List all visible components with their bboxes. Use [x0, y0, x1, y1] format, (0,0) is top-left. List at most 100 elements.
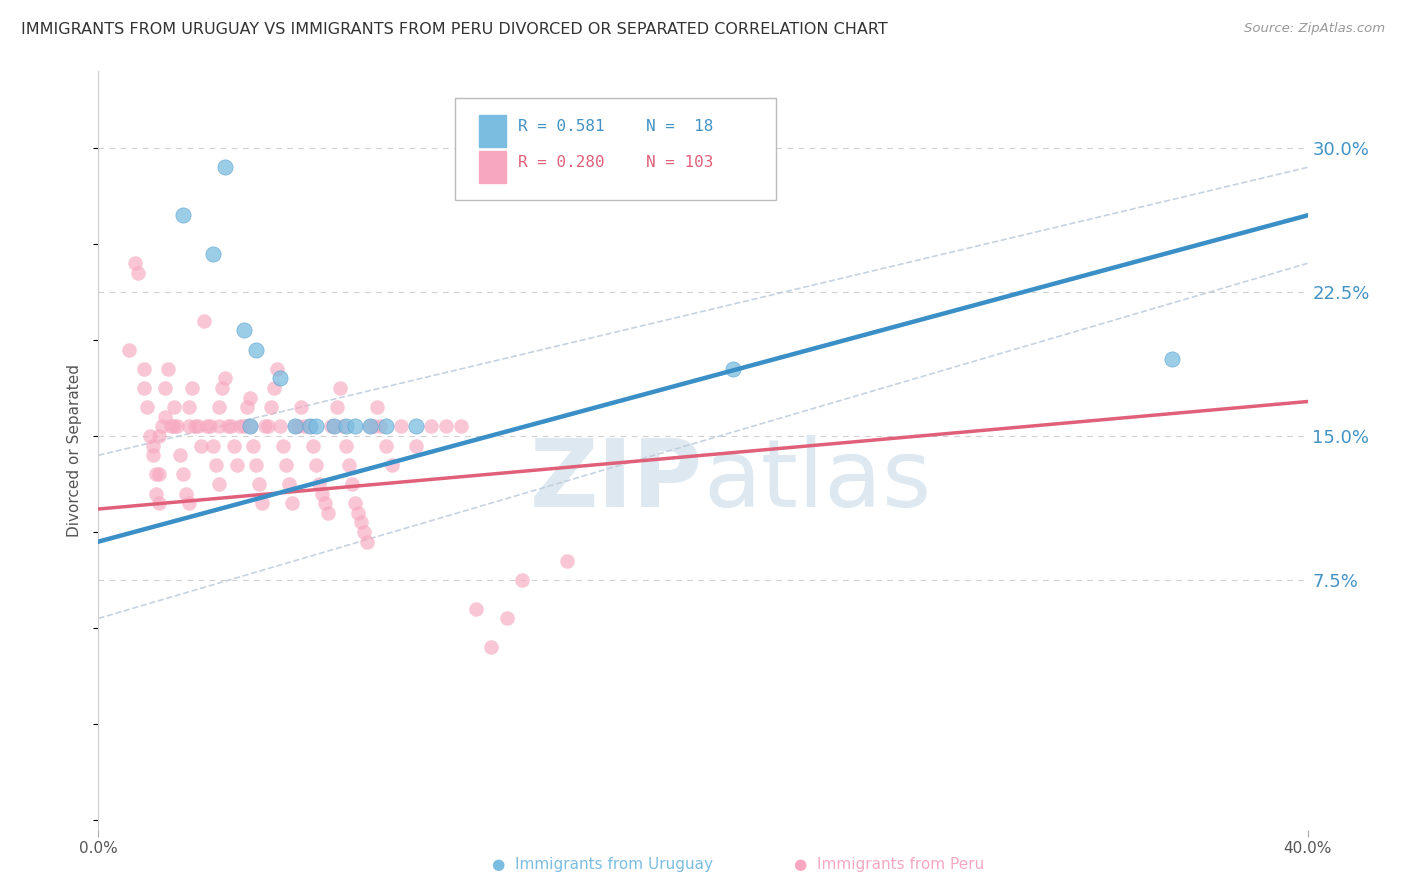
Point: [292, 419, 315, 434]
Point: [135, 401, 157, 415]
Point: [350, 516, 373, 530]
Point: [221, 419, 243, 434]
Point: [172, 208, 194, 222]
Point: [308, 477, 330, 491]
Point: [311, 486, 333, 500]
Point: [166, 419, 188, 434]
Bar: [479, 151, 506, 183]
Point: [405, 419, 427, 434]
Point: [190, 439, 212, 453]
Point: [150, 419, 173, 434]
Point: [179, 419, 201, 434]
Point: [269, 371, 291, 385]
Point: [434, 419, 457, 434]
Point: [360, 419, 382, 434]
Point: [153, 381, 176, 395]
Point: [277, 477, 299, 491]
Text: ●  Immigrants from Peru: ● Immigrants from Peru: [794, 857, 984, 872]
Point: [337, 458, 360, 472]
Point: [226, 458, 249, 472]
Text: R = 0.581: R = 0.581: [517, 120, 605, 134]
Point: [229, 419, 252, 434]
Point: [163, 419, 186, 434]
Point: [305, 458, 328, 472]
Point: [132, 362, 155, 376]
Point: [118, 343, 141, 357]
Point: [260, 401, 283, 415]
Point: [179, 401, 201, 415]
Point: [214, 161, 236, 175]
Point: [326, 401, 349, 415]
Point: [271, 439, 294, 453]
Point: [169, 448, 191, 462]
Point: [148, 467, 170, 482]
Point: [245, 343, 267, 357]
Text: atlas: atlas: [703, 434, 931, 527]
Point: [366, 401, 388, 415]
Point: [465, 602, 488, 616]
Point: [381, 458, 404, 472]
Y-axis label: Divorced or Separated: Divorced or Separated: [67, 364, 83, 537]
Point: [335, 439, 357, 453]
Text: N = 103: N = 103: [647, 155, 713, 169]
Point: [263, 381, 285, 395]
Point: [127, 266, 149, 280]
Point: [323, 419, 346, 434]
Point: [316, 506, 339, 520]
Point: [253, 419, 276, 434]
Point: [232, 324, 254, 338]
Point: [323, 419, 346, 434]
Text: IMMIGRANTS FROM URUGUAY VS IMMIGRANTS FROM PERU DIVORCED OR SEPARATED CORRELATIO: IMMIGRANTS FROM URUGUAY VS IMMIGRANTS FR…: [21, 22, 887, 37]
Point: [160, 419, 183, 434]
Point: [156, 362, 179, 376]
Point: [245, 458, 267, 472]
Point: [193, 314, 215, 328]
Point: [510, 573, 533, 587]
Point: [124, 256, 146, 270]
Point: [250, 496, 273, 510]
Point: [266, 362, 288, 376]
Point: [242, 439, 264, 453]
Point: [389, 419, 412, 434]
Point: [163, 401, 186, 415]
Point: [274, 458, 297, 472]
Point: [353, 524, 375, 539]
Point: [299, 419, 322, 434]
Point: [211, 381, 233, 395]
Point: [153, 409, 176, 424]
Point: [363, 419, 385, 434]
Point: [305, 419, 328, 434]
Text: R = 0.280: R = 0.280: [517, 155, 605, 169]
Point: [287, 419, 309, 434]
Point: [145, 486, 167, 500]
Point: [208, 419, 231, 434]
Point: [481, 640, 503, 655]
Point: [299, 419, 322, 434]
Point: [247, 477, 270, 491]
Point: [450, 419, 472, 434]
Point: [181, 381, 204, 395]
Point: [347, 506, 370, 520]
Point: [148, 429, 170, 443]
Point: [405, 439, 427, 453]
Point: [200, 419, 222, 434]
Bar: [479, 115, 506, 147]
FancyBboxPatch shape: [456, 98, 776, 201]
Point: [139, 429, 162, 443]
Point: [368, 419, 391, 434]
Point: [202, 439, 225, 453]
Text: ZIP: ZIP: [530, 434, 703, 527]
Point: [495, 611, 517, 625]
Point: [356, 534, 378, 549]
Point: [195, 419, 218, 434]
Point: [555, 554, 578, 568]
Point: [239, 419, 262, 434]
Point: [360, 419, 382, 434]
Point: [374, 419, 396, 434]
Point: [132, 381, 155, 395]
Point: [224, 439, 246, 453]
Point: [208, 401, 231, 415]
Point: [217, 419, 239, 434]
Point: [329, 381, 352, 395]
Point: [187, 419, 209, 434]
